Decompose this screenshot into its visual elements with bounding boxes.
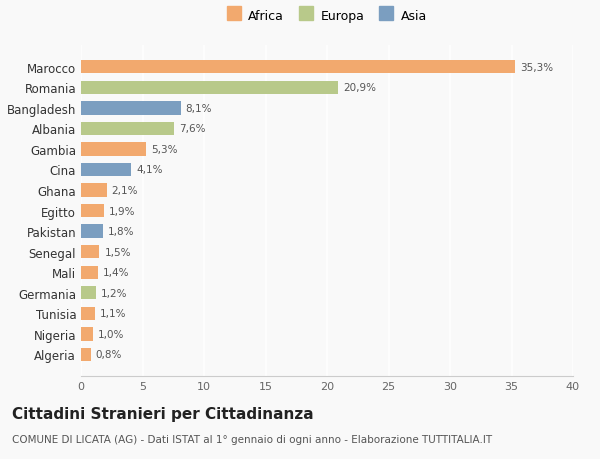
Bar	[81, 61, 515, 74]
Text: 4,1%: 4,1%	[136, 165, 163, 175]
Text: Cittadini Stranieri per Cittadinanza: Cittadini Stranieri per Cittadinanza	[12, 406, 314, 421]
Bar	[81, 163, 131, 177]
Text: 20,9%: 20,9%	[343, 83, 376, 93]
Text: 1,1%: 1,1%	[100, 309, 126, 319]
Text: 1,4%: 1,4%	[103, 268, 130, 278]
Text: 1,0%: 1,0%	[98, 329, 125, 339]
Bar	[81, 328, 94, 341]
Bar	[81, 266, 98, 280]
Text: 7,6%: 7,6%	[179, 124, 206, 134]
Bar	[81, 143, 146, 156]
Text: 8,1%: 8,1%	[185, 104, 212, 113]
Legend: Africa, Europa, Asia: Africa, Europa, Asia	[223, 6, 431, 26]
Text: 5,3%: 5,3%	[151, 145, 178, 155]
Text: 1,8%: 1,8%	[108, 227, 134, 237]
Bar	[81, 123, 175, 136]
Text: 1,2%: 1,2%	[101, 288, 127, 298]
Text: 35,3%: 35,3%	[520, 62, 553, 73]
Bar	[81, 246, 100, 259]
Bar	[81, 348, 91, 361]
Text: 2,1%: 2,1%	[112, 185, 138, 196]
Bar	[81, 81, 338, 95]
Bar	[81, 184, 107, 197]
Bar	[81, 102, 181, 115]
Bar	[81, 204, 104, 218]
Bar	[81, 286, 96, 300]
Text: 0,8%: 0,8%	[96, 350, 122, 360]
Bar	[81, 307, 95, 320]
Text: COMUNE DI LICATA (AG) - Dati ISTAT al 1° gennaio di ogni anno - Elaborazione TUT: COMUNE DI LICATA (AG) - Dati ISTAT al 1°…	[12, 434, 492, 444]
Text: 1,5%: 1,5%	[104, 247, 131, 257]
Bar	[81, 225, 103, 238]
Text: 1,9%: 1,9%	[109, 206, 136, 216]
